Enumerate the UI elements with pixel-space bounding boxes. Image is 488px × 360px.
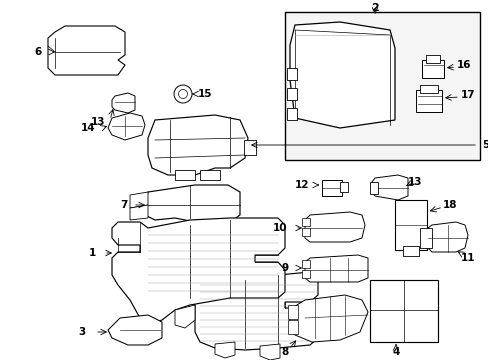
Bar [302, 270, 309, 278]
Polygon shape [112, 93, 135, 113]
Text: 15: 15 [197, 89, 212, 99]
Circle shape [402, 207, 418, 223]
Bar [421, 60, 443, 78]
Bar [244, 140, 256, 155]
Bar [302, 228, 309, 236]
Bar [286, 88, 296, 100]
Text: 13: 13 [407, 177, 421, 187]
Polygon shape [108, 113, 145, 140]
Text: 7: 7 [120, 200, 127, 210]
Text: 4: 4 [391, 347, 399, 357]
Bar [302, 260, 309, 268]
Polygon shape [48, 26, 125, 75]
Bar [287, 305, 297, 319]
Polygon shape [195, 272, 317, 350]
Text: 18: 18 [442, 200, 456, 210]
Text: 16: 16 [456, 60, 470, 70]
Bar [286, 108, 296, 120]
Text: 3: 3 [78, 327, 85, 337]
Polygon shape [305, 255, 367, 282]
Polygon shape [175, 305, 195, 328]
Text: 6: 6 [34, 47, 41, 57]
Circle shape [174, 85, 192, 103]
Text: 8: 8 [281, 347, 288, 357]
Bar [286, 68, 296, 80]
Bar [402, 246, 418, 256]
Polygon shape [215, 342, 235, 358]
Bar [302, 218, 309, 226]
Bar [415, 90, 441, 112]
Polygon shape [289, 22, 394, 128]
Bar [425, 55, 439, 63]
Bar [200, 170, 220, 180]
Polygon shape [260, 344, 280, 360]
Bar [321, 180, 341, 196]
Text: 1: 1 [88, 248, 96, 258]
Text: 12: 12 [294, 180, 308, 190]
Bar [287, 320, 297, 334]
Text: 11: 11 [460, 253, 474, 263]
Polygon shape [145, 185, 240, 222]
Text: 17: 17 [460, 90, 474, 100]
Bar [339, 182, 347, 192]
Circle shape [178, 90, 187, 99]
Polygon shape [148, 115, 247, 175]
Bar [175, 170, 195, 180]
Text: 5: 5 [481, 140, 488, 150]
Circle shape [402, 227, 418, 243]
Text: 14: 14 [81, 123, 95, 133]
Text: 2: 2 [370, 3, 378, 13]
Text: 10: 10 [272, 223, 286, 233]
Bar [394, 200, 426, 250]
Polygon shape [130, 192, 148, 208]
Polygon shape [112, 218, 285, 325]
Polygon shape [108, 315, 162, 345]
Bar [285, 12, 479, 160]
Bar [369, 182, 377, 194]
Polygon shape [289, 295, 367, 342]
Polygon shape [427, 222, 467, 252]
Text: 13: 13 [91, 117, 105, 127]
Bar [419, 228, 431, 248]
Polygon shape [305, 212, 364, 242]
Text: 9: 9 [281, 263, 288, 273]
Bar [369, 280, 437, 342]
Bar [419, 85, 437, 93]
Polygon shape [371, 175, 407, 200]
Polygon shape [130, 205, 148, 220]
